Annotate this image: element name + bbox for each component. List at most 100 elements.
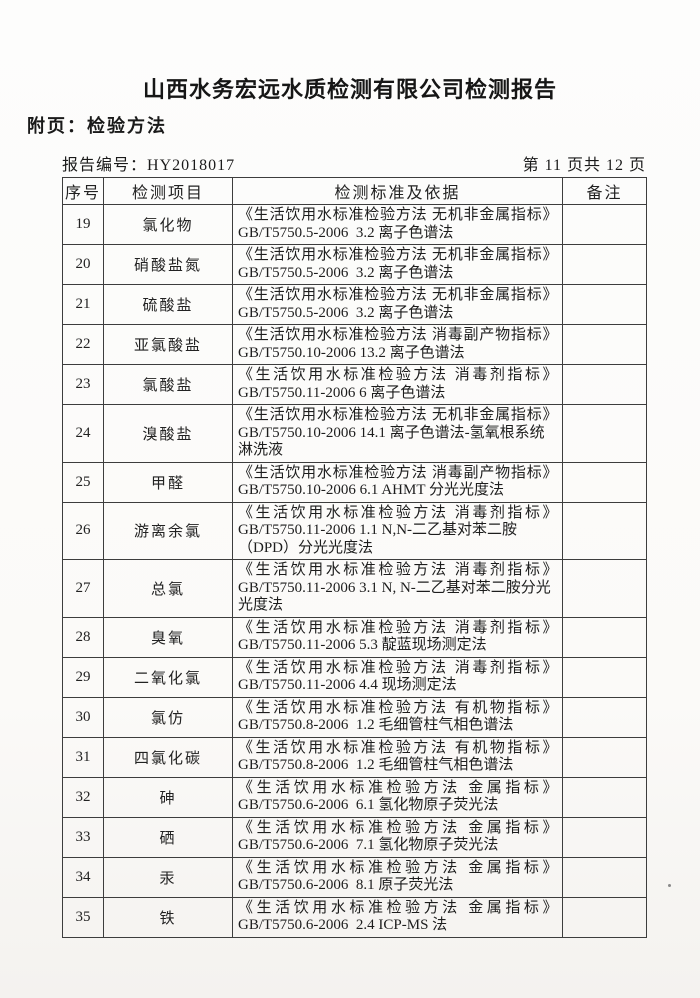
table-row: 27 总氯 《生活饮用水标准检验方法 消毒剂指标》 GB/T5750.11-20… (62, 559, 647, 618)
standard-title-line: 《生活饮用水标准检验方法 消毒剂指标》 (238, 562, 558, 578)
standard-cell: 《生活饮用水标准检验方法 消毒剂指标》 GB/T5750.11-2006 3.1… (232, 559, 563, 618)
remark-cell (562, 501, 647, 560)
row-no-cell: 28 (62, 616, 104, 658)
standard-title-line: 《生活饮用水标准检验方法 消毒剂指标》 (238, 504, 558, 521)
standard-title-line: 《生活饮用水标准检验方法 无机非金属指标》 (238, 247, 558, 263)
item-cell: 铁 (103, 896, 233, 938)
remark-cell (562, 776, 647, 818)
standard-title-line: 《生活饮用水标准检验方法 消毒剂指标》 (238, 619, 558, 636)
table-row: 23 氯酸盐 《生活饮用水标准检验方法 消毒剂指标》 GB/T5750.11-2… (62, 364, 647, 405)
item-cell: 硒 (103, 816, 233, 858)
standard-title-line: 《生活饮用水标准检验方法 金属指标》 (238, 779, 558, 796)
row-no-cell: 25 (62, 461, 104, 503)
standard-cell: 《生活饮用水标准检验方法 无机非金属指标》 GB/T5750.5-2006 3.… (232, 204, 563, 245)
standard-title-line: 《生活饮用水标准检验方法 消毒剂指标》 (238, 367, 558, 383)
standard-method-line: GB/T5750.11-2006 6 离子色谱法 (238, 384, 446, 401)
standard-title-line: 《生活饮用水标准检验方法 金属指标》 (238, 819, 558, 836)
item-cell: 四氯化碳 (103, 736, 233, 778)
standard-title-line: 《生活饮用水标准检验方法 有机物指标》 (238, 699, 558, 716)
standard-method-line: GB/T5750.11-2006 1.1 N,N-二乙基对苯二胺（DPD）分光光… (238, 522, 518, 556)
item-cell: 氯仿 (103, 696, 233, 738)
standard-title-line: 《生活饮用水标准检验方法 消毒副产物指标》 (238, 464, 558, 481)
remark-cell (562, 559, 647, 618)
table-row: 32 砷 《生活饮用水标准检验方法 金属指标》 GB/T5750.6-2006 … (62, 776, 647, 818)
table-row: 20 硝酸盐氮 《生活饮用水标准检验方法 无机非金属指标》 GB/T5750.5… (62, 244, 647, 285)
table-row: 26 游离余氯 《生活饮用水标准检验方法 消毒剂指标》 GB/T5750.11-… (62, 501, 647, 560)
report-number-value: HY2018017 (147, 157, 236, 174)
table-row: 22 亚氯酸盐 《生活饮用水标准检验方法 消毒副产物指标》 GB/T5750.1… (62, 324, 647, 365)
standard-cell: 《生活饮用水标准检验方法 金属指标》 GB/T5750.6-2006 2.4 I… (232, 896, 563, 938)
row-no-cell: 32 (62, 776, 104, 818)
remark-cell (562, 736, 647, 778)
table-row: 34 汞 《生活饮用水标准检验方法 金属指标》 GB/T5750.6-2006 … (62, 856, 647, 898)
row-no-cell: 29 (62, 656, 104, 698)
item-cell: 甲醛 (103, 461, 233, 503)
item-cell: 溴酸盐 (103, 404, 233, 463)
methods-table: 序号 检测项目 检测标准及依据 备注 19 氯化物 《生活饮用水标准检验方法 无… (62, 177, 647, 938)
row-no-cell: 23 (62, 364, 104, 405)
standard-title-line: 《生活饮用水标准检验方法 消毒剂指标》 (238, 659, 558, 676)
remark-cell (562, 284, 647, 325)
table-row: 35 铁 《生活饮用水标准检验方法 金属指标》 GB/T5750.6-2006 … (62, 896, 647, 938)
remark-cell (562, 404, 647, 463)
row-no-cell: 26 (62, 501, 104, 560)
remark-cell (562, 816, 647, 858)
standard-cell: 《生活饮用水标准检验方法 无机非金属指标》 GB/T5750.10-2006 1… (232, 404, 563, 463)
col-header-item: 检测项目 (103, 177, 233, 205)
page-indicator: 第 11 页共 12 页 (522, 157, 646, 174)
standard-cell: 《生活饮用水标准检验方法 消毒剂指标》 GB/T5750.11-2006 6 离… (232, 364, 563, 405)
standard-cell: 《生活饮用水标准检验方法 金属指标》 GB/T5750.6-2006 8.1 原… (232, 856, 563, 898)
remark-cell (562, 616, 647, 658)
table-row: 21 硫酸盐 《生活饮用水标准检验方法 无机非金属指标》 GB/T5750.5-… (62, 284, 647, 325)
col-header-remark: 备注 (562, 177, 647, 205)
table-row: 30 氯仿 《生活饮用水标准检验方法 有机物指标》 GB/T5750.8-200… (62, 696, 647, 738)
row-no-cell: 19 (62, 204, 104, 245)
standard-cell: 《生活饮用水标准检验方法 无机非金属指标》 GB/T5750.5-2006 3.… (232, 284, 563, 325)
standard-method-line: GB/T5750.5-2006 3.2 离子色谱法 (238, 304, 454, 321)
row-no-cell: 30 (62, 696, 104, 738)
item-cell: 氯化物 (103, 204, 233, 245)
item-cell: 氯酸盐 (103, 364, 233, 405)
table-header-row: 序号 检测项目 检测标准及依据 备注 (62, 177, 647, 205)
table-row: 28 臭氧 《生活饮用水标准检验方法 消毒剂指标》 GB/T5750.11-20… (62, 616, 647, 658)
standard-cell: 《生活饮用水标准检验方法 消毒剂指标》 GB/T5750.11-2006 1.1… (232, 501, 563, 560)
standard-method-line: GB/T5750.11-2006 4.4 现场测定法 (238, 677, 457, 693)
standard-cell: 《生活饮用水标准检验方法 无机非金属指标》 GB/T5750.5-2006 3.… (232, 244, 563, 285)
item-cell: 游离余氯 (103, 501, 233, 560)
table-body: 19 氯化物 《生活饮用水标准检验方法 无机非金属指标》 GB/T5750.5-… (62, 204, 647, 938)
remark-cell (562, 204, 647, 245)
table-row: 24 溴酸盐 《生活饮用水标准检验方法 无机非金属指标》 GB/T5750.10… (62, 404, 647, 463)
standard-cell: 《生活饮用水标准检验方法 有机物指标》 GB/T5750.8-2006 1.2 … (232, 736, 563, 778)
standard-title-line: 《生活饮用水标准检验方法 金属指标》 (238, 899, 558, 916)
remark-cell (562, 244, 647, 285)
scan-speck (668, 884, 671, 887)
standard-cell: 《生活饮用水标准检验方法 有机物指标》 GB/T5750.8-2006 1.2 … (232, 696, 563, 738)
report-number: 报告编号：HY2018017 (62, 151, 235, 175)
remark-cell (562, 324, 647, 365)
remark-cell (562, 696, 647, 738)
page-title: 山西水务宏远水质检测有限公司检测报告 (142, 77, 557, 102)
standard-method-line: GB/T5750.11-2006 5.3 靛蓝现场测定法 (238, 637, 487, 653)
standard-method-line: GB/T5750.6-2006 6.1 氢化物原子荧光法 (238, 797, 499, 813)
row-no-cell: 35 (62, 896, 104, 938)
standard-method-line: GB/T5750.10-2006 6.1 AHMT 分光光度法 (238, 482, 504, 498)
col-header-no: 序号 (62, 177, 104, 205)
standard-title-line: 《生活饮用水标准检验方法 无机非金属指标》 (238, 207, 558, 223)
standard-cell: 《生活饮用水标准检验方法 金属指标》 GB/T5750.6-2006 7.1 氢… (232, 816, 563, 858)
table-row: 25 甲醛 《生活饮用水标准检验方法 消毒副产物指标》 GB/T5750.10-… (62, 461, 647, 503)
item-cell: 砷 (103, 776, 233, 818)
standard-title-line: 《生活饮用水标准检验方法 消毒副产物指标》 (238, 327, 558, 343)
standard-method-line: GB/T5750.10-2006 13.2 离子色谱法 (238, 344, 465, 361)
row-no-cell: 34 (62, 856, 104, 898)
row-no-cell: 27 (62, 559, 104, 618)
remark-cell (562, 856, 647, 898)
standard-title-line: 《生活饮用水标准检验方法 有机物指标》 (238, 739, 558, 756)
remark-cell (562, 656, 647, 698)
row-no-cell: 33 (62, 816, 104, 858)
standard-method-line: GB/T5750.8-2006 1.2 毛细管柱气相色谱法 (238, 717, 514, 733)
row-no-cell: 24 (62, 404, 104, 463)
remark-cell (562, 364, 647, 405)
standard-cell: 《生活饮用水标准检验方法 消毒副产物指标》 GB/T5750.10-2006 1… (232, 324, 563, 365)
item-cell: 汞 (103, 856, 233, 898)
